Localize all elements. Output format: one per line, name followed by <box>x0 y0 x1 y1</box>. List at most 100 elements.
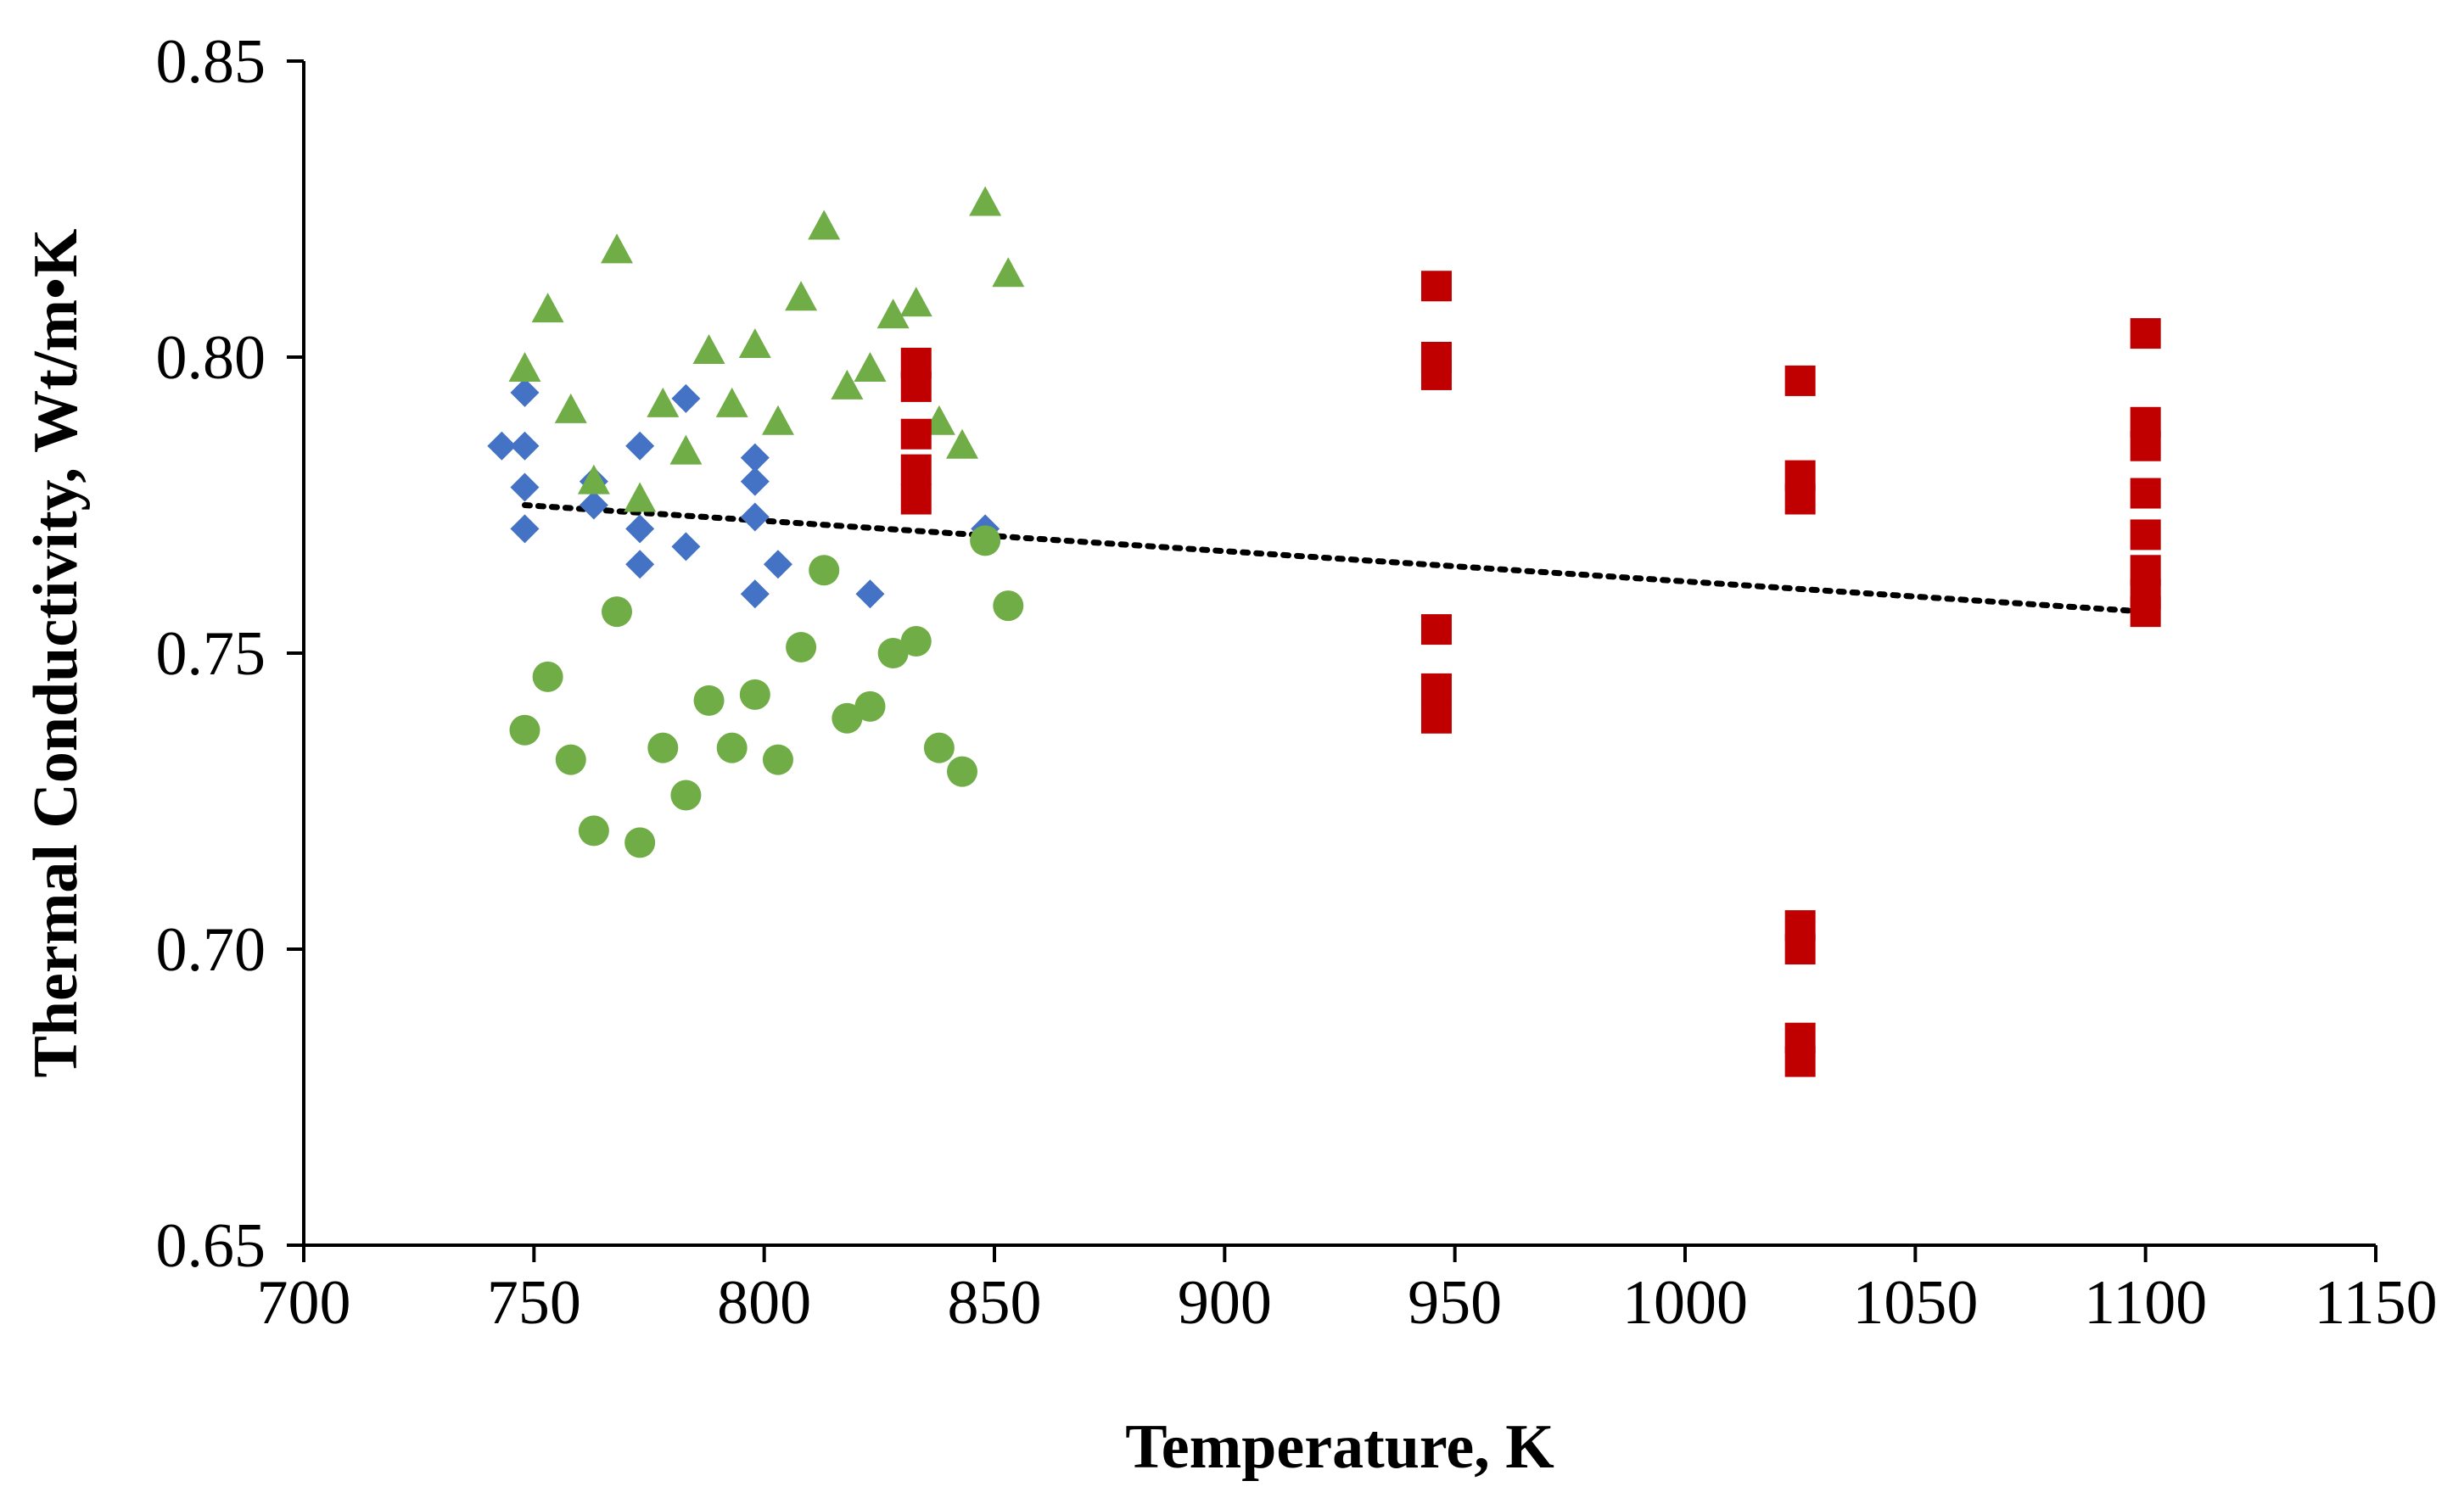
square-point <box>900 454 932 485</box>
triangle-point <box>992 257 1025 288</box>
diamond-point <box>487 431 517 461</box>
square-point <box>2130 318 2161 349</box>
square-point <box>2130 430 2161 461</box>
series-diamonds <box>487 377 1000 609</box>
x-tick-label: 800 <box>717 1268 811 1338</box>
diamond-point <box>855 579 885 609</box>
y-tick-label: 0.85 <box>156 27 266 97</box>
diamond-point <box>740 579 770 609</box>
y-tick-label: 0.70 <box>156 915 266 985</box>
y-tick-label: 0.75 <box>156 619 266 689</box>
circle-point <box>716 732 748 763</box>
circle-point <box>509 714 540 746</box>
triangle-point <box>647 387 680 417</box>
triangle-point <box>785 281 818 311</box>
data-points <box>487 186 2161 1077</box>
x-tick-label: 1050 <box>1852 1268 1978 1338</box>
square-point <box>1420 702 1452 734</box>
trendline <box>521 502 2149 615</box>
circle-point <box>762 744 793 775</box>
triangle-point <box>531 293 564 323</box>
series-circles <box>509 525 1024 858</box>
diamond-point <box>740 467 770 496</box>
circle-point <box>947 756 978 787</box>
triangle-point <box>876 299 910 329</box>
circle-point <box>970 525 1001 556</box>
x-tick-label: 750 <box>487 1268 581 1338</box>
circle-point <box>602 596 633 628</box>
diamond-point <box>510 514 540 544</box>
x-tick-label: 700 <box>257 1268 351 1338</box>
square-point <box>900 483 932 515</box>
diamond-point <box>740 443 770 472</box>
x-tick-label: 900 <box>1178 1268 1272 1338</box>
diamond-point <box>763 550 792 579</box>
triangle-point <box>969 186 1002 216</box>
square-point <box>1784 1046 1816 1077</box>
circle-point <box>809 555 840 586</box>
x-tick-label: 950 <box>1408 1268 1502 1338</box>
x-tick-label: 1150 <box>2314 1268 2437 1338</box>
triangle-point <box>508 351 541 382</box>
circle-point <box>647 732 679 763</box>
circle-point <box>993 590 1024 622</box>
diamond-point <box>510 377 540 407</box>
triangle-point <box>669 434 703 465</box>
diamond-point <box>625 431 655 461</box>
diamond-point <box>671 383 701 413</box>
x-tick-label: 850 <box>948 1268 1042 1338</box>
circle-point <box>693 685 725 716</box>
square-point <box>2130 519 2161 551</box>
linear-trendline <box>521 502 2149 615</box>
y-tick-label: 0.80 <box>156 323 266 393</box>
circle-point <box>786 632 817 663</box>
square-point <box>1420 359 1452 390</box>
triangle-point <box>899 287 932 317</box>
triangle-point <box>554 393 587 423</box>
x-tick-label: 1000 <box>1622 1268 1748 1338</box>
circle-point <box>923 732 955 763</box>
circle-point <box>739 679 770 710</box>
triangle-point <box>692 334 725 365</box>
circle-point <box>854 690 886 722</box>
diamond-point <box>510 431 540 461</box>
series-triangles <box>508 186 1025 512</box>
triangle-point <box>715 387 748 417</box>
x-tick-label: 1100 <box>2084 1268 2207 1338</box>
triangle-point <box>738 328 771 359</box>
circle-point <box>832 702 863 734</box>
ticks: 700 750 800 850 900 950 1000 1050 1100 1150 0.65 0.… <box>156 27 2438 1338</box>
circle-point <box>532 661 563 692</box>
diamond-point <box>510 472 540 502</box>
square-point <box>2130 596 2161 628</box>
square-point <box>900 418 932 450</box>
circle-point <box>555 744 586 775</box>
square-point <box>2130 478 2161 509</box>
diamond-point <box>671 532 701 562</box>
triangle-point <box>946 428 979 459</box>
triangle-point <box>808 210 841 240</box>
circle-point <box>624 827 656 858</box>
square-point <box>1420 673 1452 704</box>
diamond-point <box>625 550 655 579</box>
triangle-point <box>761 405 794 435</box>
triangle-point <box>624 482 657 512</box>
triangle-point <box>601 233 634 264</box>
square-point <box>1784 934 1816 964</box>
y-axis-title: Thermal Conductivity, Wt/m•K <box>21 229 91 1078</box>
circle-point <box>578 815 609 847</box>
circle-point <box>670 780 702 811</box>
y-tick-label: 0.65 <box>156 1211 266 1281</box>
square-point <box>1784 365 1816 396</box>
series-squares <box>900 271 2161 1077</box>
square-point <box>1420 614 1452 646</box>
triangle-point <box>577 464 610 495</box>
square-point <box>1420 271 1452 302</box>
diamond-point <box>625 514 655 544</box>
diamond-point <box>579 490 608 520</box>
diamond-point <box>740 502 770 532</box>
x-axis-title: Temperature, K <box>1125 1412 1554 1482</box>
circle-point <box>877 638 909 668</box>
square-point <box>900 371 932 402</box>
